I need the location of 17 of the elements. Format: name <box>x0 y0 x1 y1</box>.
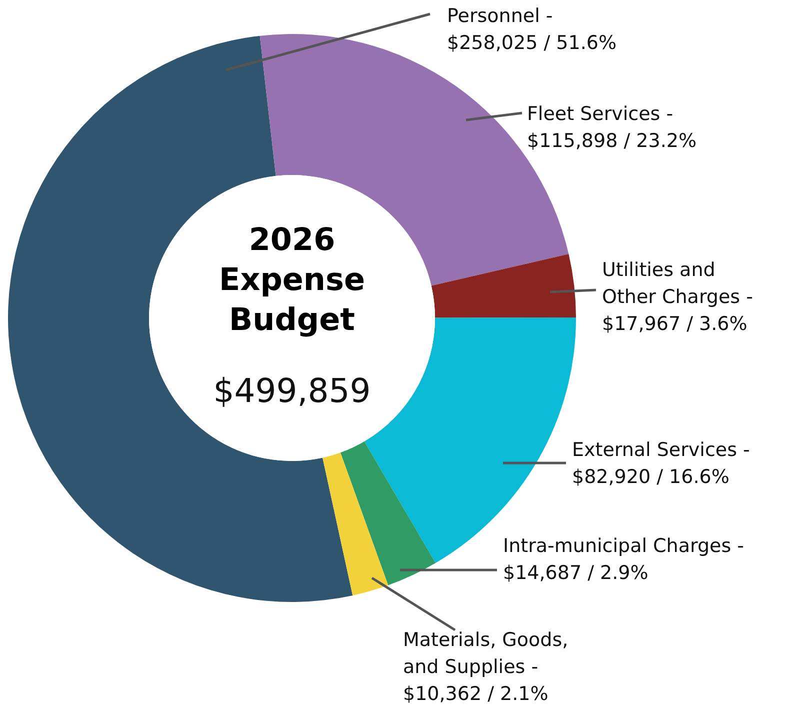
slice-label: Fleet Services - <box>527 103 674 125</box>
slice-label: Materials, Goods, and Supplies - <box>403 629 568 678</box>
data-label: $14,687 / 2.9% <box>503 562 648 584</box>
donut-slice <box>340 441 436 586</box>
text: $499,859 <box>213 371 371 410</box>
slice-label: External Services - <box>572 439 750 461</box>
donut-slice <box>322 452 388 596</box>
data-label: $10,362 / 2.1% <box>403 683 548 705</box>
data-label: $17,967 / 3.6% <box>602 313 748 335</box>
slice-label: Personnel - <box>447 5 553 27</box>
data-label: $115,898 / 23.2% <box>527 130 696 152</box>
text: 2026 Expense Budget <box>219 222 365 338</box>
slice-label: Intra-municipal Charges - <box>503 535 744 557</box>
data-label: $82,920 / 16.6% <box>572 466 730 488</box>
data-label: $258,025 / 51.6% <box>447 32 616 54</box>
donut-slice <box>431 254 576 318</box>
slice-label: Utilities and Other Charges - <box>602 259 753 308</box>
